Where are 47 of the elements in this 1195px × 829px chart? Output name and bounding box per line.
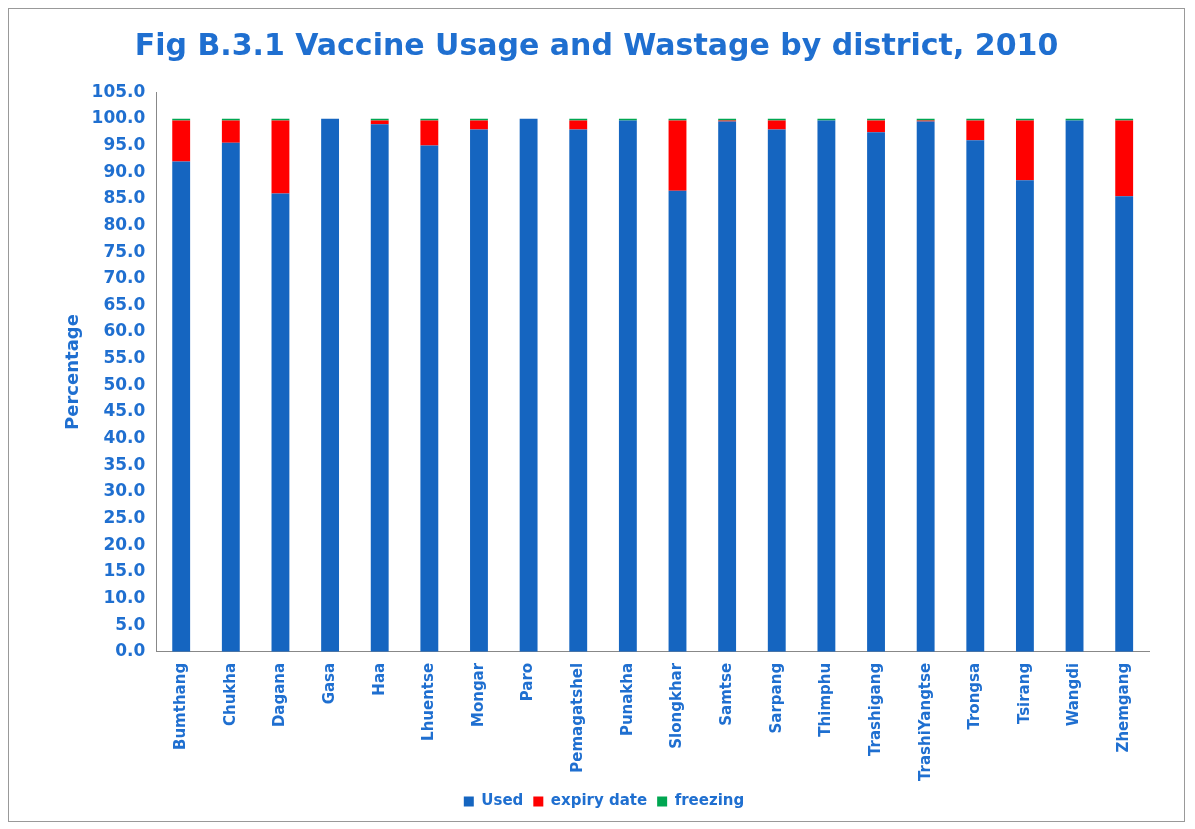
y-tick-label: 60.0 xyxy=(103,320,146,341)
y-axis-title: Percentage xyxy=(61,314,83,430)
x-tick-label: Slongkhar xyxy=(667,662,686,749)
x-tick-label: TrashiYangtse xyxy=(915,662,934,782)
y-tick-label: 50.0 xyxy=(103,373,146,394)
x-tick-label: Mongar xyxy=(468,662,487,728)
legend-label: freezing xyxy=(674,791,745,810)
y-tick-label: 70.0 xyxy=(103,267,146,288)
y-tick-label: 95.0 xyxy=(103,133,146,154)
x-tick-label: Punakha xyxy=(617,662,636,737)
y-tick-label: 90.0 xyxy=(103,160,146,181)
y-tick-label: 100.0 xyxy=(91,107,146,128)
legend-label: expiry date xyxy=(550,791,648,810)
y-tick-label: 65.0 xyxy=(103,293,146,314)
x-tick-label: Samtse xyxy=(717,662,736,726)
y-tick-label: 10.0 xyxy=(103,586,146,607)
x-tick-label: Haa xyxy=(369,662,388,696)
legend-label: Used xyxy=(481,791,524,810)
y-tick-label: 80.0 xyxy=(103,213,146,234)
x-tick-label: Dagana xyxy=(270,662,289,728)
y-tick-label: 20.0 xyxy=(103,533,146,554)
x-tick-label: Sarpang xyxy=(766,662,785,734)
y-tick-label: 35.0 xyxy=(103,453,146,474)
x-tick-label: Chukha xyxy=(220,662,239,727)
chart-title: Fig B.3.1 Vaccine Usage and Wastage by district, 2010 xyxy=(133,27,1060,62)
x-tick-label: Trashigang xyxy=(865,662,884,756)
x-tick-label: Paro xyxy=(518,662,537,702)
y-tick-label: 75.0 xyxy=(103,240,146,261)
x-tick-label: Bumthang xyxy=(171,662,190,750)
x-tick-label: Wangdi xyxy=(1064,662,1083,727)
x-tick-label: Zhemgang xyxy=(1114,662,1133,753)
y-tick-label: 45.0 xyxy=(103,400,146,421)
y-tick-label: 25.0 xyxy=(103,507,146,528)
x-tick-label: Trongsa xyxy=(965,662,984,730)
x-tick-label: Gasa xyxy=(319,662,338,705)
y-tick-label: 5.0 xyxy=(115,613,146,634)
y-tick-label: 40.0 xyxy=(103,427,146,448)
y-tick-label: 0.0 xyxy=(115,640,146,661)
x-tick-label: Lhuentse xyxy=(419,662,438,741)
y-tick-label: 55.0 xyxy=(103,347,146,368)
x-tick-label: Thimphu xyxy=(816,662,835,737)
y-tick-label: 85.0 xyxy=(103,187,146,208)
x-tick-label: Pemagatshel xyxy=(568,662,587,773)
y-tick-label: 105.0 xyxy=(91,80,146,101)
y-tick-label: 15.0 xyxy=(103,560,146,581)
y-tick-label: 30.0 xyxy=(103,480,146,501)
x-tick-label: Tsirang xyxy=(1014,662,1033,725)
